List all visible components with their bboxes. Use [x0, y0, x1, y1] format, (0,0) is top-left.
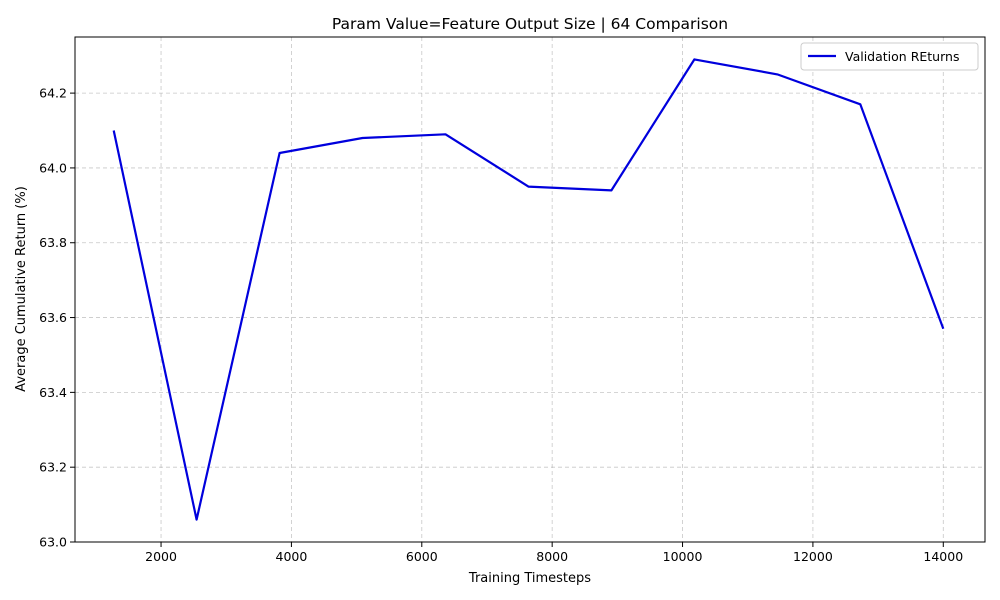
y-tick-label: 63.2 — [39, 460, 67, 475]
plot-frame — [74, 36, 986, 543]
x-tick-label: 8000 — [536, 549, 568, 564]
y-axis-ticks: 63.0 63.2 63.4 63.6 63.8 64.0 64.2 — [39, 86, 75, 550]
y-tick-label: 63.4 — [39, 385, 67, 400]
y-axis-label: Average Cumulative Return (%) — [14, 186, 29, 392]
series-line — [112, 58, 945, 521]
y-tick-label: 63.0 — [39, 535, 67, 550]
y-tick-label: 63.6 — [39, 310, 67, 325]
chart-title: Param Value=Feature Output Size | 64 Com… — [332, 15, 728, 33]
x-tick-label: 14000 — [923, 549, 963, 564]
x-tick-label: 6000 — [406, 549, 438, 564]
legend-label: Validation REturns — [845, 49, 959, 64]
x-tick-label: 10000 — [663, 549, 703, 564]
x-axis-label: Training Timesteps — [468, 571, 591, 586]
series-group — [112, 58, 945, 521]
x-axis-ticks: 2000 4000 6000 8000 10000 12000 14000 — [145, 542, 963, 564]
legend-box — [800, 42, 979, 71]
legend: Validation REturns — [800, 42, 979, 71]
y-tick-label: 64.2 — [39, 86, 67, 101]
y-tick-label: 64.0 — [39, 160, 67, 175]
x-tick-label: 2000 — [145, 549, 177, 564]
x-tick-label: 12000 — [793, 549, 833, 564]
y-tick-label: 63.8 — [39, 235, 67, 250]
x-tick-label: 4000 — [276, 549, 308, 564]
